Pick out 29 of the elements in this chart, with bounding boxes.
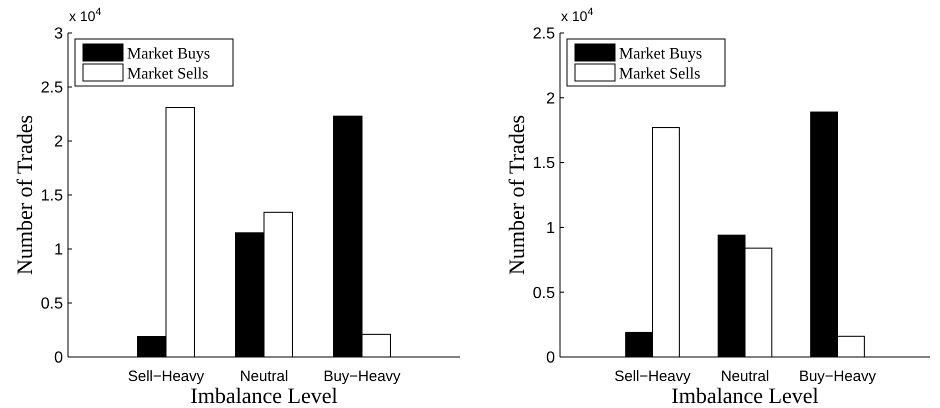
x-tick-label: Neutral bbox=[240, 368, 288, 385]
y-tick-label: 0.5 bbox=[40, 296, 64, 313]
x-tick-label: Sell−Heavy bbox=[614, 368, 692, 385]
y-tick-label: 2 bbox=[54, 134, 64, 151]
x-tick-label: Sell−Heavy bbox=[128, 368, 205, 385]
y-tick-label: 3 bbox=[54, 26, 64, 43]
y-axis-title: Number of Trades bbox=[12, 114, 37, 276]
y-tick-label: 2.5 bbox=[40, 80, 64, 97]
legend-label: Market Sells bbox=[127, 66, 208, 83]
legend-label: Market Buys bbox=[127, 46, 210, 63]
legend-label: Market Buys bbox=[619, 46, 702, 63]
text: x 10$^{4}$ bbox=[561, 6, 594, 24]
y-tick-label: 0.5 bbox=[532, 284, 556, 302]
x-tick-label: Buy−Heavy bbox=[323, 368, 402, 385]
y-tick-label: 1 bbox=[54, 242, 64, 259]
y-axis-title: Number of Trades bbox=[504, 114, 529, 276]
y-tick-label: 0 bbox=[54, 350, 64, 367]
x-axis-title: Imbalance Level bbox=[190, 383, 338, 408]
x-tick-label: Neutral bbox=[720, 368, 770, 385]
text: x 10$^{4}$ bbox=[69, 6, 102, 24]
y-tick-label: 0 bbox=[546, 350, 556, 367]
y-tick-label: 2 bbox=[546, 90, 556, 108]
y-tick-label: 2.5 bbox=[532, 26, 556, 43]
y-tick-label: 1.5 bbox=[40, 188, 64, 205]
x-tick-label: Buy−Heavy bbox=[798, 368, 877, 385]
legend-label: Market Sells bbox=[619, 66, 700, 83]
y-tick-label: 1 bbox=[546, 220, 556, 237]
y-tick-label: 1.5 bbox=[532, 155, 556, 172]
x-axis-title: Imbalance Level bbox=[671, 383, 819, 408]
